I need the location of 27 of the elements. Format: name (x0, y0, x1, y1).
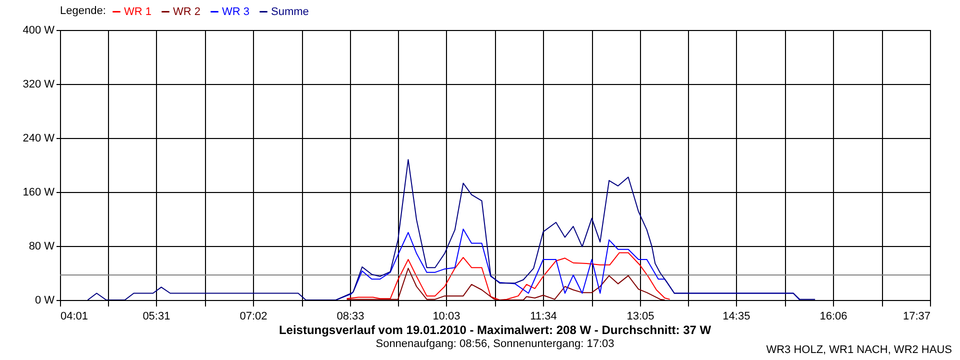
y-tick-label: 80 W (28, 240, 56, 252)
line-series (346, 252, 670, 300)
x-tick-label: 10:03 (432, 310, 460, 322)
line-series (87, 159, 816, 300)
y-tick-label: 320 W (22, 78, 56, 90)
x-tick-label: 11:34 (530, 310, 557, 322)
legend-label: WR 1 (124, 6, 152, 18)
x-tick-label: 07:02 (240, 310, 268, 322)
x-tick-label: 05:31 (142, 310, 170, 322)
text: WR3 HOLZ, WR1 NACH, WR2 HAUS (766, 344, 952, 356)
x-tick-label: 17:37 (902, 310, 930, 322)
y-tick-label: 160 W (22, 186, 56, 198)
y-tick-label: 240 W (22, 132, 56, 144)
x-tick-label: 16:06 (820, 310, 848, 322)
line-series (346, 268, 666, 300)
legend-title: Legende: (60, 5, 106, 17)
x-tick-label: 08:33 (336, 310, 364, 322)
legend-label: Summe (271, 6, 309, 18)
text: Leistungsverlauf vom 19.01.2010 - Maximalwert: 208 W - Durchschnitt: 37 W (278, 323, 712, 337)
legend-label: WR 3 (222, 6, 250, 18)
y-tick-label: 400 W (22, 24, 56, 36)
x-tick-label: 04:01 (60, 310, 88, 322)
legend-label: WR 2 (173, 6, 200, 18)
y-tick-label: 0 W (34, 294, 56, 306)
x-tick-label: 13:05 (626, 310, 654, 322)
text: Sonnenaufgang: 08:56, Sonnenuntergang: 17:03 (376, 338, 614, 350)
x-tick-label: 14:35 (722, 310, 750, 322)
